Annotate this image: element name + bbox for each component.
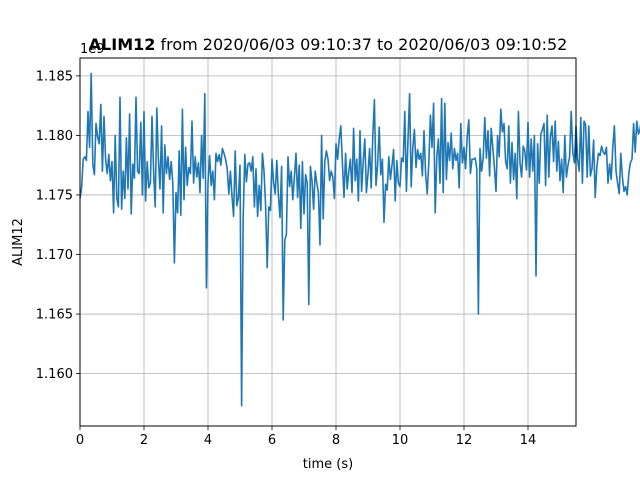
x-tick-label: 12: [456, 433, 473, 448]
ticks: 0 2 4 6 8 10 12 14 1.160 1.165 1.170 1.175 1.180 1.18…: [36, 69, 536, 448]
x-tick-label: 10: [392, 433, 409, 448]
x-tick-label: 2: [140, 433, 148, 448]
series-line: [79, 72, 640, 407]
grid: [79, 58, 576, 426]
chart-title: ALIM12 from 2020/06/03 09:10:37 to 2020/…: [89, 35, 568, 54]
series-layer: [79, 72, 640, 407]
y-tick-label: 1.160: [36, 367, 73, 382]
y-tick-label: 1.185: [36, 69, 73, 84]
x-tick-label: 4: [204, 433, 212, 448]
y-tick-label: 1.175: [36, 188, 73, 203]
y-tick-label: 1.170: [36, 248, 73, 263]
x-axis-label: time (s): [303, 457, 353, 472]
chart-title-bold: ALIM12: [89, 35, 156, 54]
chart-title-rest: from 2020/06/03 09:10:37 to 2020/06/03 0…: [155, 35, 567, 54]
plot-frame: [79, 57, 577, 427]
y-tick-label: 1.180: [36, 129, 73, 144]
x-tick-label: 6: [268, 433, 276, 448]
y-tick-label: 1.165: [36, 308, 73, 323]
x-tick-label: 14: [520, 433, 537, 448]
y-axis-label: ALIM12: [11, 218, 26, 266]
offset-label: 1e9: [80, 42, 105, 57]
x-tick-label: 8: [332, 433, 340, 448]
x-tick-label: 0: [76, 433, 84, 448]
